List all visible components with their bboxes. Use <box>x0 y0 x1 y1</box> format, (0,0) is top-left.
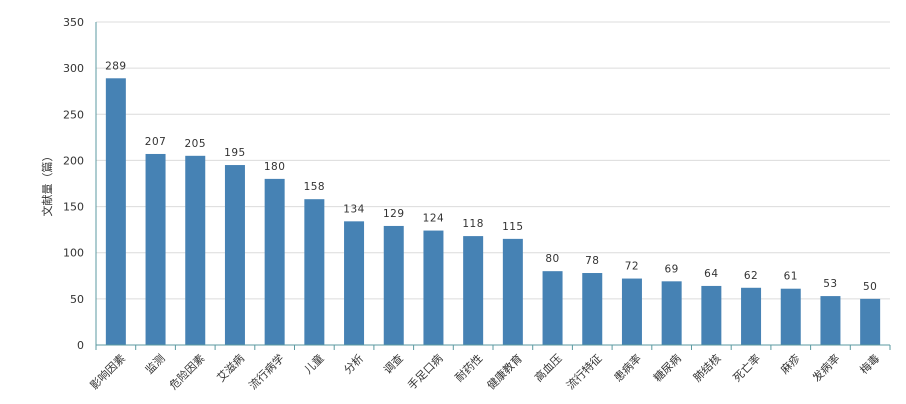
x-tick-label: 高血压 <box>531 351 564 384</box>
data-label: 64 <box>704 268 718 280</box>
data-label: 115 <box>502 221 524 233</box>
data-label: 72 <box>625 261 639 273</box>
bar <box>383 225 404 345</box>
x-tick-label: 艾滋病 <box>214 351 247 384</box>
data-label: 78 <box>585 255 599 267</box>
bar <box>185 155 206 345</box>
bar <box>463 236 484 345</box>
data-label: 158 <box>304 181 326 193</box>
bar <box>621 278 642 345</box>
x-tick-label: 糖尿病 <box>651 351 684 384</box>
data-label: 134 <box>343 203 365 215</box>
bar <box>741 287 762 345</box>
data-label: 118 <box>462 218 484 230</box>
bar <box>542 271 563 345</box>
y-tick-label: 200 <box>63 154 84 167</box>
bar <box>661 281 682 345</box>
data-label: 80 <box>545 253 559 265</box>
y-axis-ticks: 0 50 100 150 200 250 300 350 <box>63 16 84 352</box>
x-tick-label: 流行特征 <box>563 351 604 392</box>
x-tick-label: 死亡率 <box>730 351 763 384</box>
x-tick-label: 患病率 <box>611 351 644 384</box>
x-tick-label: 发病率 <box>809 351 842 384</box>
data-label: 69 <box>664 263 678 275</box>
data-label: 195 <box>224 147 246 159</box>
x-tick-label: 梅毒 <box>857 351 882 376</box>
y-axis-title: 文献量（篇） <box>40 151 54 217</box>
y-tick-label: 300 <box>63 62 84 75</box>
y-tick-label: 0 <box>77 339 84 352</box>
x-tick-label: 儿童 <box>301 351 326 376</box>
bar <box>780 288 801 345</box>
bar <box>820 296 841 345</box>
bar <box>502 238 523 345</box>
x-tick-label: 手足口病 <box>405 351 446 392</box>
data-labels: 289 207 205 195 180 158 134 129 124 118 115 80 78 72 6… <box>105 60 877 293</box>
bar <box>423 230 444 345</box>
x-tick-label: 影响因素 <box>88 352 128 392</box>
data-label: 289 <box>105 60 127 72</box>
x-tick-label: 流行病学 <box>246 351 287 392</box>
data-label: 129 <box>383 208 405 220</box>
x-tick-label: 调查 <box>380 351 405 376</box>
bars <box>105 78 881 346</box>
x-tick-label: 麻疹 <box>777 351 802 376</box>
data-label: 205 <box>184 138 206 150</box>
bar <box>145 153 166 345</box>
data-label: 61 <box>784 271 798 283</box>
y-tick-label: 100 <box>63 247 84 260</box>
x-tick-label: 耐药性 <box>452 351 485 384</box>
x-axis-ticks: 影响因素 监测 危险因素 艾滋病 流行病学 儿童 分析 调查 手足口病 耐药性 健康教育 高血压 流行特… <box>88 345 891 392</box>
x-tick-label: 危险因素 <box>166 351 207 392</box>
bar <box>224 165 245 345</box>
x-tick-label: 监测 <box>143 352 168 377</box>
bar <box>304 199 325 345</box>
data-label: 50 <box>863 281 877 293</box>
bar <box>105 78 126 346</box>
data-label: 53 <box>823 278 837 290</box>
axes <box>95 22 890 346</box>
data-label: 207 <box>145 136 167 148</box>
gridlines <box>96 21 890 300</box>
bar <box>860 298 881 345</box>
bar <box>701 285 722 345</box>
x-tick-label: 肺结核 <box>690 351 723 384</box>
data-label: 180 <box>264 161 286 173</box>
bar <box>264 178 285 345</box>
bar <box>582 273 603 345</box>
data-label: 124 <box>423 213 445 225</box>
data-label: 62 <box>744 270 758 282</box>
x-tick-label: 分析 <box>341 351 366 376</box>
y-tick-label: 50 <box>70 293 84 306</box>
x-tick-label: 健康教育 <box>484 351 525 392</box>
y-tick-label: 250 <box>63 108 84 121</box>
bar <box>344 221 365 345</box>
y-tick-label: 150 <box>63 201 84 214</box>
y-tick-label: 350 <box>63 16 84 29</box>
